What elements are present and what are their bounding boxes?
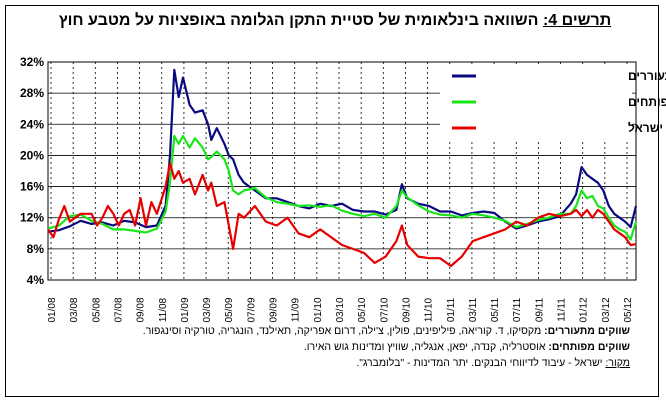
figure-label: תרשים 4:	[542, 12, 612, 29]
x-tick-label: 05/10	[357, 297, 368, 322]
x-tick-label: 07/08	[113, 297, 124, 322]
y-tick-label: 16%	[20, 180, 44, 194]
figure-title: תרשים 4: השוואה בינלאומית של סטיית התקן …	[40, 10, 630, 31]
x-tick-label: 11/09	[291, 297, 302, 322]
figure-title-text: השוואה בינלאומית של סטיית התקן הגלומה בא…	[58, 12, 539, 29]
x-tick-label: 11/08	[158, 297, 169, 322]
x-tick-label: 09/08	[136, 297, 147, 322]
x-tick-label: 01/10	[313, 297, 324, 322]
developed-markets-note: שווקים מפותחים: אוסטרליה, קנדה, יפאן, אנ…	[70, 339, 630, 355]
legend-label: ממוצע שווקים מתעוררים	[628, 69, 666, 83]
x-tick-label: 11/11	[557, 298, 568, 322]
x-tick-label: 09/09	[269, 297, 280, 322]
x-tick-label: 03/09	[202, 297, 213, 322]
x-axis-ticks: 01/08 03/08 05/08 07/08 09/08 11/08 01/09 03/09…	[47, 297, 634, 322]
x-tick-label: 09/11	[534, 297, 545, 322]
x-tick-label: 05/08	[91, 297, 102, 322]
x-tick-label: 01/11	[446, 297, 457, 322]
x-tick-label: 01/09	[180, 297, 191, 322]
x-tick-label: 07/11	[512, 297, 523, 322]
x-tick-label: 05/12	[623, 297, 634, 322]
series-line-2	[47, 134, 638, 241]
series-line-3	[47, 162, 637, 268]
x-tick-label: 03/11	[468, 297, 479, 322]
y-tick-label: 20%	[20, 148, 44, 162]
y-tick-label: 12%	[20, 211, 44, 225]
emerging-markets-note: שווקים מתעוררים: מקסיקו, ד. קוריאה, פילי…	[70, 323, 630, 339]
x-tick-label: 03/12	[601, 297, 612, 322]
y-tick-label: 8%	[27, 242, 45, 256]
x-tick-label: 03/10	[335, 297, 346, 322]
y-tick-label: 24%	[20, 117, 44, 131]
x-tick-label: 07/10	[379, 297, 390, 322]
legend: ממוצע שווקים מתעוררים ממוצע שווקים מפותחי…	[440, 64, 666, 142]
legend-label: סת"ג ישראל	[628, 121, 666, 135]
y-axis-ticks: 4% 8% 12% 16% 20% 24% 28% 32%	[20, 55, 44, 287]
y-tick-label: 32%	[20, 55, 44, 69]
legend-label: ממוצע שווקים מפותחים	[628, 95, 666, 109]
series-lines	[47, 68, 638, 268]
developed-markets-text: אוסטרליה, קנדה, יפאן, אנגליה, שוויץ ומדי…	[303, 341, 546, 353]
x-tick-label: 03/08	[69, 297, 80, 322]
x-tick-label: 05/11	[490, 297, 501, 322]
source-text: ישראל - עיבוד לדיווחי הבנקים. יתר המדינו…	[356, 357, 603, 369]
source-note: מקור: ישראל - עיבוד לדיווחי הבנקים. יתר …	[70, 355, 630, 371]
x-tick-label: 01/12	[579, 297, 590, 322]
x-tick-label: 05/09	[224, 297, 235, 322]
source-label: מקור:	[605, 357, 630, 369]
y-tick-label: 4%	[27, 273, 45, 287]
y-tick-label: 28%	[20, 86, 44, 100]
figure-frame	[5, 5, 659, 397]
x-tick-label: 07/09	[246, 297, 257, 322]
footnotes: שווקים מתעוררים: מקסיקו, ד. קוריאה, פילי…	[70, 323, 630, 371]
emerging-markets-text: מקסיקו, ד. קוריאה, פיליפינים, פולין, צ'י…	[142, 325, 542, 337]
plot-area	[47, 61, 637, 281]
x-tick-label: 11/10	[424, 297, 435, 322]
x-tick-label: 09/10	[401, 297, 412, 322]
developed-markets-label: שווקים מפותחים:	[548, 341, 630, 353]
emerging-markets-label: שווקים מתעוררים:	[544, 325, 630, 337]
x-tick-label: 01/08	[47, 297, 58, 322]
